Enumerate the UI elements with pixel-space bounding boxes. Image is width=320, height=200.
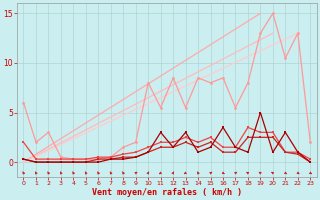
X-axis label: Vent moyen/en rafales ( km/h ): Vent moyen/en rafales ( km/h ) (92, 188, 242, 197)
